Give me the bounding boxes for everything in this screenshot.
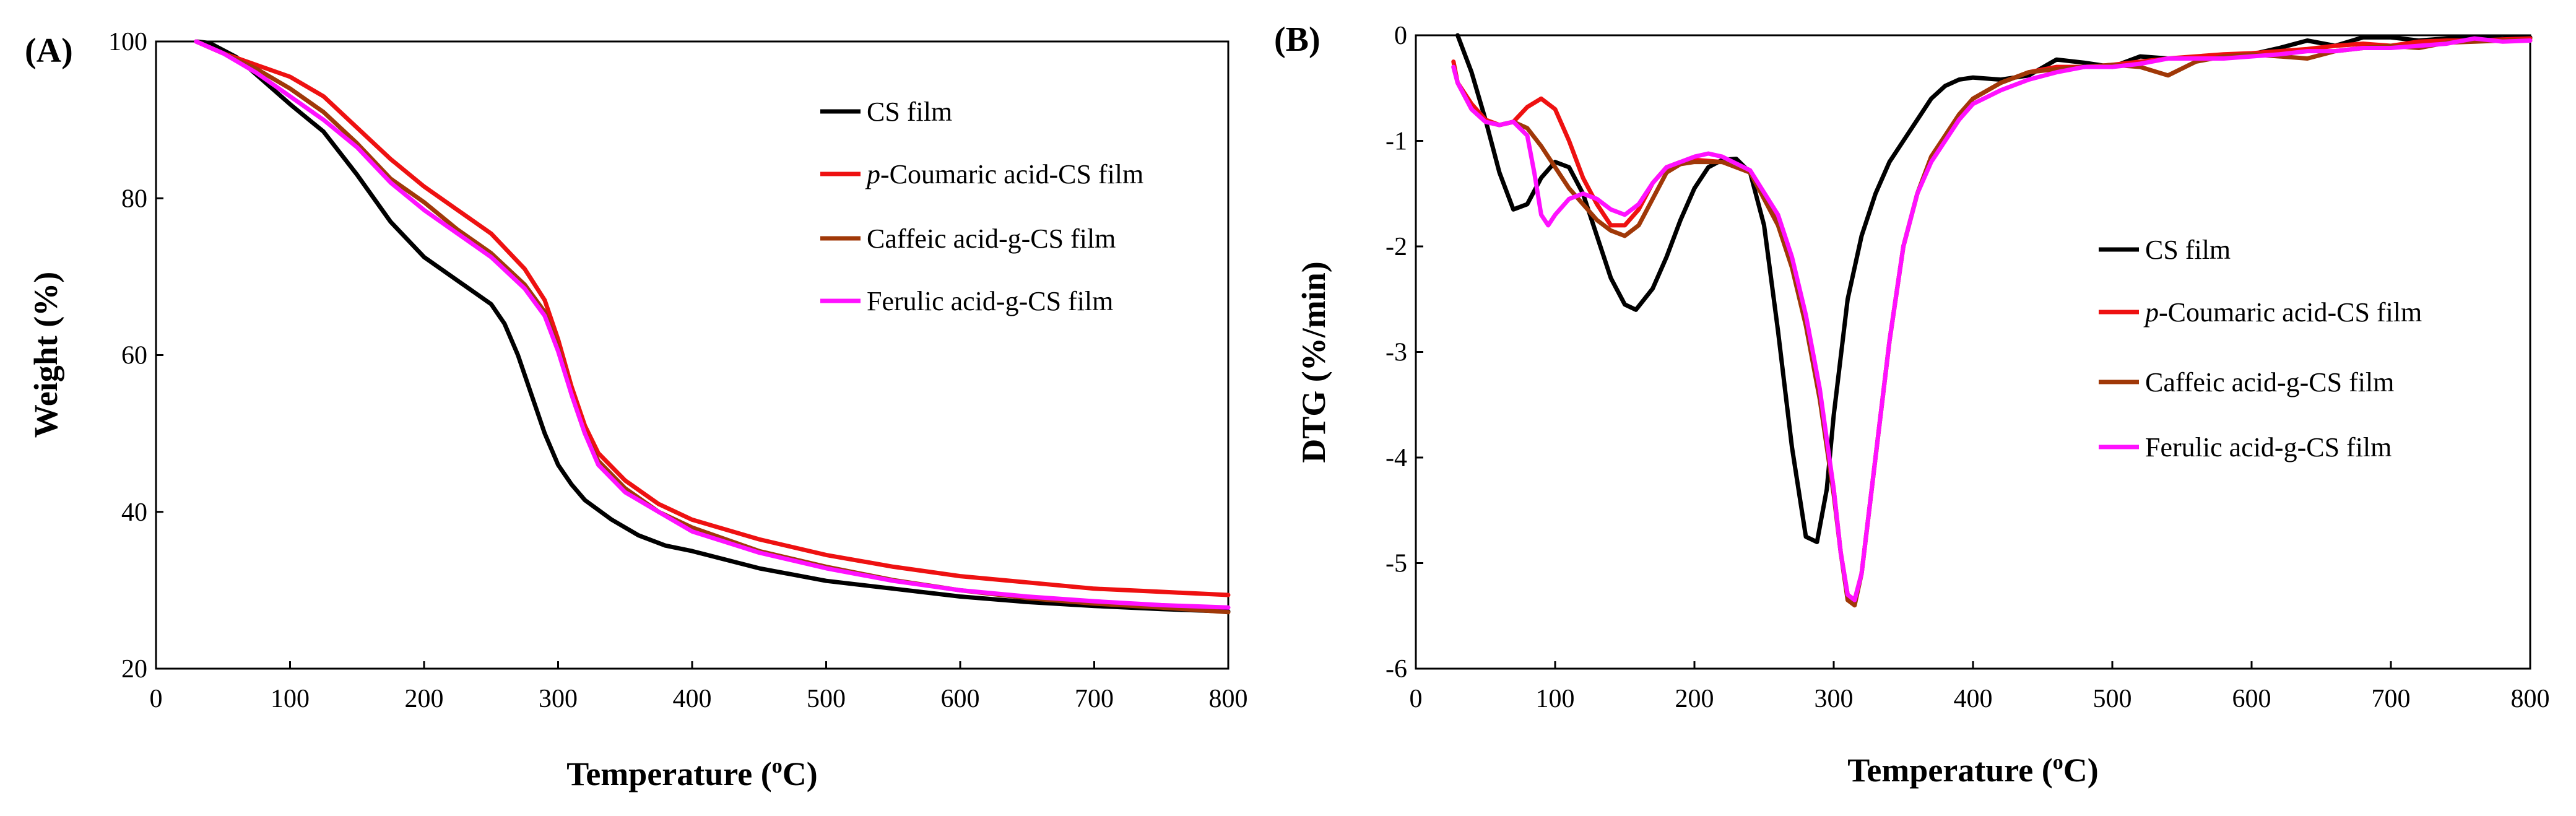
panel-b-label: (B) [1274,20,1321,59]
panel-b-legend: CS film p-Coumaric acid-CS film Caffeic … [2099,235,2422,462]
legend-entry-p-coumaric: p-Coumaric acid-CS film [820,159,1143,189]
panel-b-series-lines [1451,33,2533,608]
panel-a-y-tick-label: 40 [121,498,147,527]
panel-b-x-axis-title: Temperature (oC) [1847,751,2098,789]
panel-a-legend: CS film p-Coumaric acid-CS film Caffeic … [820,97,1143,316]
panel-b-x-tick-label: 700 [2372,685,2411,713]
panel-a-label: (A) [25,32,73,70]
panel-b-y-axis-title: DTG (%/min) [1295,261,1332,463]
panel-a-y-tick-label: 100 [108,28,147,56]
panel-b-x-tick-label: 500 [2093,685,2132,713]
panel-a-x-ticks: 0 100 200 300 400 500 600 700 800 [150,661,1248,713]
panel-b-y-tick-label: -3 [1386,339,1407,367]
panel-a-y-tick-label: 80 [121,184,147,213]
panel-a-x-tick-label: 500 [807,685,846,713]
panel-b-y-tick-label: -4 [1386,444,1407,472]
panel-b-x-tick-label: 800 [2511,685,2550,713]
panel-b-x-tick-label: 100 [1536,685,1575,713]
legend-entry-ferulic: Ferulic acid-g-CS film [820,286,1113,316]
panel-a-x-tick-label: 0 [150,685,163,713]
panel-b-x-tick-label: 200 [1675,685,1714,713]
panel-a-x-tick-label: 100 [271,685,310,713]
legend-entry-caffeic: Caffeic acid-g-CS film [2099,367,2394,397]
legend-label-cs-film: CS film [2145,235,2231,265]
panel-a-series-ferulic-acid-g-cs-film [194,39,1231,610]
panel-a-x-tick-label: 800 [1209,685,1248,713]
panel-b-y-tick-label: 0 [1394,22,1407,50]
panel-a-x-tick-label: 600 [941,685,980,713]
panel-b-y-tick-label: -5 [1386,550,1407,578]
legend-label-p-coumaric: p-Coumaric acid-CS film [2143,297,2422,328]
panel-a-series-lines [194,39,1231,615]
legend-entry-ferulic: Ferulic acid-g-CS film [2099,432,2392,462]
panel-b-x-tick-label: 300 [1815,685,1854,713]
panel-a-x-tick-label: 300 [539,685,578,713]
legend-entry-caffeic: Caffeic acid-g-CS film [820,224,1116,254]
panel-a-y-ticks: 20 40 60 80 100 [108,28,163,684]
panel-b-x-tick-label: 400 [1954,685,1993,713]
legend-label-caffeic: Caffeic acid-g-CS film [867,224,1116,254]
panel-a-x-tick-label: 700 [1075,685,1114,713]
panel-a-weight-chart: (A) 20 40 60 80 100 0 100 200 300 400 500 600 700 80… [25,28,1248,792]
legend-label-p-coumaric: p-Coumaric acid-CS film [865,159,1143,189]
legend-entry-cs-film: CS film [2099,235,2231,265]
panel-b-y-tick-label: -1 [1386,128,1407,156]
panel-b-dtg-chart: (B) -6 -5 -4 -3 -2 -1 0 0 100 200 300 400 500 600 700… [1274,20,2550,789]
panel-a-x-tick-label: 200 [405,685,444,713]
legend-entry-cs-film: CS film [820,97,952,127]
panel-a-x-tick-label: 400 [673,685,712,713]
panel-b-y-tick-label: -6 [1386,655,1407,684]
panel-a-y-tick-label: 60 [121,342,147,370]
panel-a-y-tick-label: 20 [121,655,147,684]
panel-b-y-ticks: -6 -5 -4 -3 -2 -1 0 [1386,22,1423,684]
panel-a-y-axis-title: Weight (%) [27,272,64,438]
legend-label-cs-film: CS film [867,97,952,127]
panel-b-x-tick-label: 600 [2232,685,2271,713]
panel-a-series-cs-film [194,39,1231,614]
legend-label-ferulic: Ferulic acid-g-CS film [2145,432,2392,462]
panel-b-y-tick-label: -2 [1386,233,1407,261]
legend-label-ferulic: Ferulic acid-g-CS film [867,286,1113,316]
panel-b-x-ticks: 0 100 200 300 400 500 600 700 800 [1410,661,2550,713]
panel-b-x-tick-label: 0 [1410,685,1423,713]
panel-a-x-axis-title: Temperature (oC) [566,755,817,792]
legend-label-caffeic: Caffeic acid-g-CS film [2145,367,2394,397]
legend-entry-p-coumaric: p-Coumaric acid-CS film [2099,297,2422,328]
panel-b-series-ferulic-acid-g-cs-film [1451,36,2533,602]
